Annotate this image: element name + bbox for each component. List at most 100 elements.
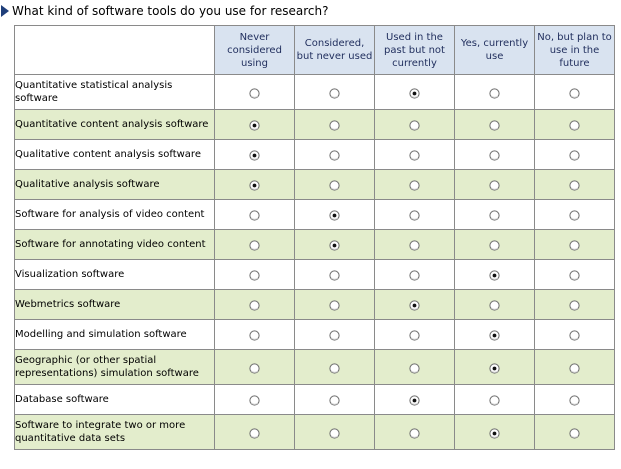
radio-button-never-considered[interactable] [249, 427, 260, 439]
table-row: Software for analysis of video content [14, 199, 615, 230]
radio-button-currently-use[interactable] [489, 87, 500, 99]
radio-button-plan-to-use[interactable] [569, 330, 580, 341]
radio-button-currently-use[interactable] [489, 180, 500, 191]
radio-cell [214, 199, 295, 230]
radio-button-considered-never-used[interactable] [329, 330, 340, 341]
radio-button-considered-never-used[interactable] [329, 150, 340, 161]
radio-button-never-considered[interactable] [249, 240, 260, 251]
radio-cell [214, 139, 295, 170]
radio-button-used-in-past[interactable] [409, 270, 420, 281]
row-label: Software for analysis of video content [14, 199, 215, 230]
radio-button-used-in-past[interactable] [409, 427, 420, 439]
radio-button-plan-to-use[interactable] [569, 150, 580, 161]
radio-cell [454, 74, 535, 110]
question-text: What kind of software tools do you use f… [12, 4, 329, 18]
radio-button-checked[interactable] [409, 395, 420, 406]
radio-button-considered-never-used[interactable] [329, 427, 340, 439]
radio-button-checked[interactable] [249, 180, 260, 191]
radio-cell [534, 349, 615, 385]
radio-button-checked[interactable] [489, 427, 500, 439]
table-row: Qualitative content analysis software [14, 139, 615, 170]
radio-cell [374, 259, 455, 290]
radio-button-used-in-past[interactable] [409, 330, 420, 341]
column-header-currently-use: Yes, currently use [454, 25, 535, 75]
radio-cell [294, 109, 375, 140]
radio-button-plan-to-use[interactable] [569, 427, 580, 439]
radio-cell [374, 169, 455, 200]
radio-button-used-in-past[interactable] [409, 150, 420, 161]
radio-cell [214, 384, 295, 415]
header-row: Never considered using Considered, but n… [14, 25, 615, 75]
radio-button-never-considered[interactable] [249, 362, 260, 374]
radio-cell [374, 139, 455, 170]
radio-button-considered-never-used[interactable] [329, 362, 340, 374]
radio-cell [534, 169, 615, 200]
radio-button-currently-use[interactable] [489, 120, 500, 131]
radio-button-never-considered[interactable] [249, 395, 260, 406]
table-row: Qualitative analysis software [14, 169, 615, 200]
radio-button-never-considered[interactable] [249, 330, 260, 341]
radio-button-checked[interactable] [409, 87, 420, 99]
radio-button-checked[interactable] [249, 120, 260, 131]
radio-button-plan-to-use[interactable] [569, 240, 580, 251]
radio-button-plan-to-use[interactable] [569, 395, 580, 406]
radio-button-plan-to-use[interactable] [569, 180, 580, 191]
radio-button-checked[interactable] [329, 210, 340, 221]
radio-button-plan-to-use[interactable] [569, 270, 580, 281]
radio-button-checked[interactable] [489, 330, 500, 341]
radio-button-plan-to-use[interactable] [569, 87, 580, 99]
radio-button-checked[interactable] [489, 362, 500, 374]
radio-button-used-in-past[interactable] [409, 362, 420, 374]
radio-button-never-considered[interactable] [249, 210, 260, 221]
radio-matrix: Never considered using Considered, but n… [14, 25, 615, 450]
radio-cell [534, 74, 615, 110]
radio-cell [454, 229, 535, 260]
radio-cell [534, 414, 615, 450]
radio-button-currently-use[interactable] [489, 240, 500, 251]
radio-button-never-considered[interactable] [249, 270, 260, 281]
radio-button-considered-never-used[interactable] [329, 300, 340, 311]
radio-cell [214, 169, 295, 200]
row-label: Quantitative content analysis software [14, 109, 215, 140]
radio-button-used-in-past[interactable] [409, 180, 420, 191]
radio-cell [374, 199, 455, 230]
radio-button-plan-to-use[interactable] [569, 300, 580, 311]
radio-button-considered-never-used[interactable] [329, 180, 340, 191]
radio-cell [214, 229, 295, 260]
radio-cell [374, 109, 455, 140]
radio-button-considered-never-used[interactable] [329, 270, 340, 281]
radio-cell [454, 169, 535, 200]
radio-cell [294, 384, 375, 415]
radio-button-plan-to-use[interactable] [569, 362, 580, 374]
row-label: Webmetrics software [14, 289, 215, 320]
radio-button-considered-never-used[interactable] [329, 395, 340, 406]
radio-cell [454, 109, 535, 140]
radio-cell [294, 319, 375, 350]
radio-button-used-in-past[interactable] [409, 210, 420, 221]
radio-button-checked[interactable] [249, 150, 260, 161]
row-label: Software to integrate two or more quanti… [14, 414, 215, 450]
radio-cell [214, 319, 295, 350]
radio-button-currently-use[interactable] [489, 150, 500, 161]
radio-button-plan-to-use[interactable] [569, 210, 580, 221]
radio-cell [454, 289, 535, 320]
radio-button-checked[interactable] [329, 240, 340, 251]
radio-button-never-considered[interactable] [249, 87, 260, 99]
radio-button-considered-never-used[interactable] [329, 120, 340, 131]
radio-button-currently-use[interactable] [489, 395, 500, 406]
table-row: Software for annotating video content [14, 229, 615, 260]
radio-button-checked[interactable] [409, 300, 420, 311]
radio-button-currently-use[interactable] [489, 210, 500, 221]
table-row: Database software [14, 384, 615, 415]
radio-button-checked[interactable] [489, 270, 500, 281]
radio-button-used-in-past[interactable] [409, 120, 420, 131]
radio-button-never-considered[interactable] [249, 300, 260, 311]
radio-button-considered-never-used[interactable] [329, 87, 340, 99]
table-row: Quantitative content analysis software [14, 109, 615, 140]
radio-button-plan-to-use[interactable] [569, 120, 580, 131]
radio-button-currently-use[interactable] [489, 300, 500, 311]
radio-button-used-in-past[interactable] [409, 240, 420, 251]
row-label: Visualization software [14, 259, 215, 290]
radio-cell [294, 259, 375, 290]
column-header-used-in-past: Used in the past but not currently [374, 25, 455, 75]
